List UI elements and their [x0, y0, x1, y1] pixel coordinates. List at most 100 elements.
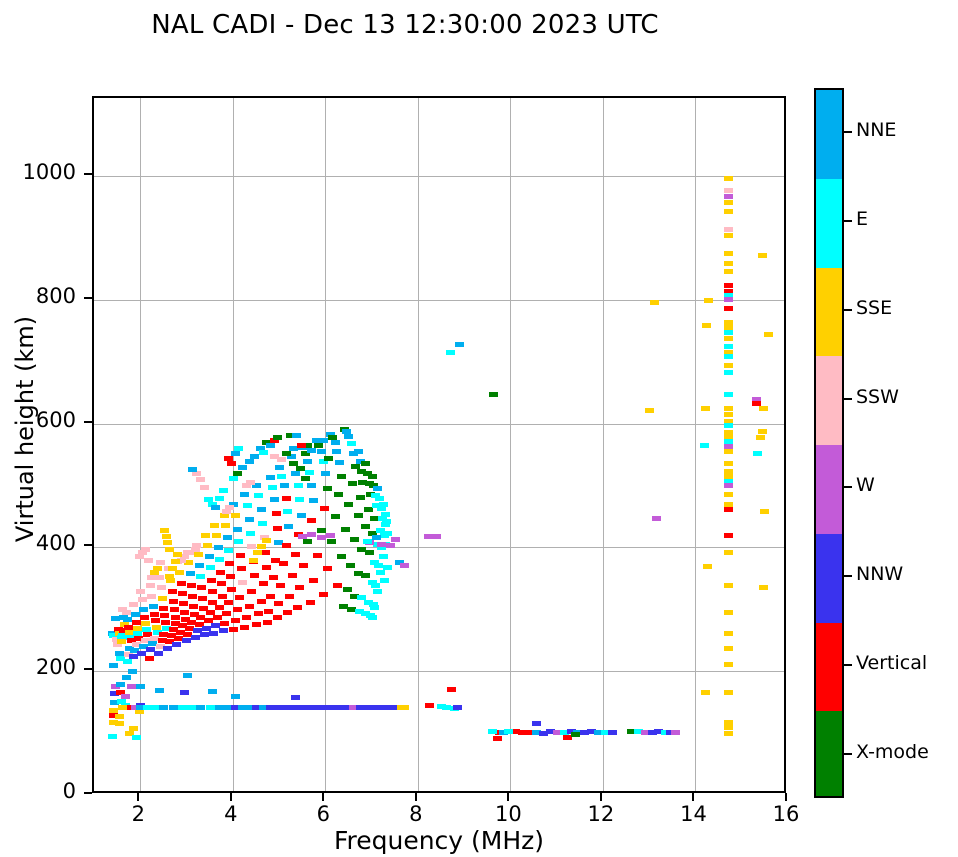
data-point — [159, 632, 169, 638]
grid-layer — [94, 98, 784, 791]
data-point — [306, 518, 316, 524]
colorbar-tick — [844, 308, 852, 311]
data-point — [119, 628, 129, 634]
data-point — [723, 296, 733, 302]
x-axis-label: Frequency (MHz) — [333, 826, 545, 855]
data-point — [154, 687, 164, 693]
gridline-horizontal — [94, 423, 784, 425]
data-point — [353, 571, 363, 577]
data-point — [165, 577, 175, 583]
data-point — [224, 456, 234, 462]
data-point — [321, 471, 331, 477]
data-point — [205, 705, 215, 711]
data-point — [184, 560, 194, 566]
data-point — [222, 611, 232, 616]
data-point — [723, 320, 733, 326]
data-point — [297, 442, 307, 448]
gridline-horizontal — [94, 175, 784, 177]
data-point — [511, 728, 521, 734]
data-point — [723, 645, 733, 651]
data-point — [291, 432, 301, 438]
data-point — [326, 539, 336, 545]
data-point — [150, 612, 160, 618]
data-point — [179, 609, 189, 615]
data-point — [239, 624, 249, 630]
data-point — [168, 627, 178, 633]
data-point — [152, 566, 162, 572]
data-point — [271, 557, 281, 563]
data-point — [316, 448, 326, 454]
data-point — [199, 606, 209, 612]
data-point — [723, 349, 733, 355]
data-point — [295, 497, 305, 503]
data-point — [723, 492, 733, 498]
data-point — [723, 461, 733, 467]
data-point — [168, 705, 178, 711]
data-point — [751, 396, 761, 402]
data-point — [115, 655, 125, 661]
data-point — [298, 534, 308, 540]
data-point — [571, 732, 581, 738]
data-point — [219, 513, 229, 519]
x-tick-label: 10 — [495, 802, 522, 826]
data-point — [362, 471, 372, 477]
data-point — [131, 734, 141, 740]
page-title: NAL CADI - Dec 13 12:30:00 2023 UTC — [151, 10, 659, 40]
data-point — [241, 483, 251, 489]
data-point — [281, 495, 291, 501]
data-point — [108, 712, 118, 718]
data-point — [723, 630, 733, 636]
data-point — [174, 635, 184, 641]
y-tick — [84, 420, 92, 423]
data-point — [226, 587, 236, 593]
data-point — [254, 493, 264, 499]
data-point — [200, 484, 210, 490]
data-point — [517, 729, 527, 735]
data-point — [231, 693, 241, 699]
data-point — [168, 598, 178, 604]
data-point — [340, 526, 350, 532]
data-point — [318, 458, 328, 464]
data-point — [270, 705, 280, 711]
data-point — [250, 572, 260, 578]
data-point — [190, 634, 200, 640]
data-layer — [94, 98, 784, 791]
data-point — [566, 729, 576, 735]
x-tick-label: 2 — [131, 802, 145, 826]
gridline-vertical — [232, 98, 234, 791]
data-point — [255, 446, 265, 452]
data-point — [205, 609, 215, 615]
data-point — [117, 705, 127, 711]
data-point — [118, 633, 128, 639]
colorbar-label-w: W — [856, 474, 875, 497]
data-point — [580, 730, 590, 736]
data-point — [350, 536, 360, 542]
data-point — [224, 547, 234, 553]
data-point — [207, 588, 217, 594]
data-point — [723, 208, 733, 214]
data-point — [204, 554, 214, 560]
colorbar-label-sse: SSE — [856, 296, 893, 319]
gridline-horizontal — [94, 299, 784, 301]
data-point — [723, 325, 733, 331]
data-point — [164, 573, 174, 579]
data-point — [753, 451, 763, 457]
data-point — [265, 593, 275, 599]
data-point — [150, 635, 160, 641]
data-point — [249, 453, 259, 459]
data-point — [177, 623, 187, 629]
data-point — [723, 329, 733, 335]
data-point — [291, 705, 301, 711]
data-point — [700, 405, 710, 411]
data-point — [723, 292, 733, 298]
data-point — [156, 585, 166, 590]
colorbar — [814, 88, 844, 798]
data-point — [183, 632, 193, 638]
data-point — [163, 540, 173, 546]
data-point — [201, 533, 211, 539]
data-point — [499, 730, 509, 736]
data-point — [149, 603, 159, 609]
data-point — [367, 473, 377, 479]
data-point — [425, 702, 435, 708]
data-point — [758, 253, 768, 259]
